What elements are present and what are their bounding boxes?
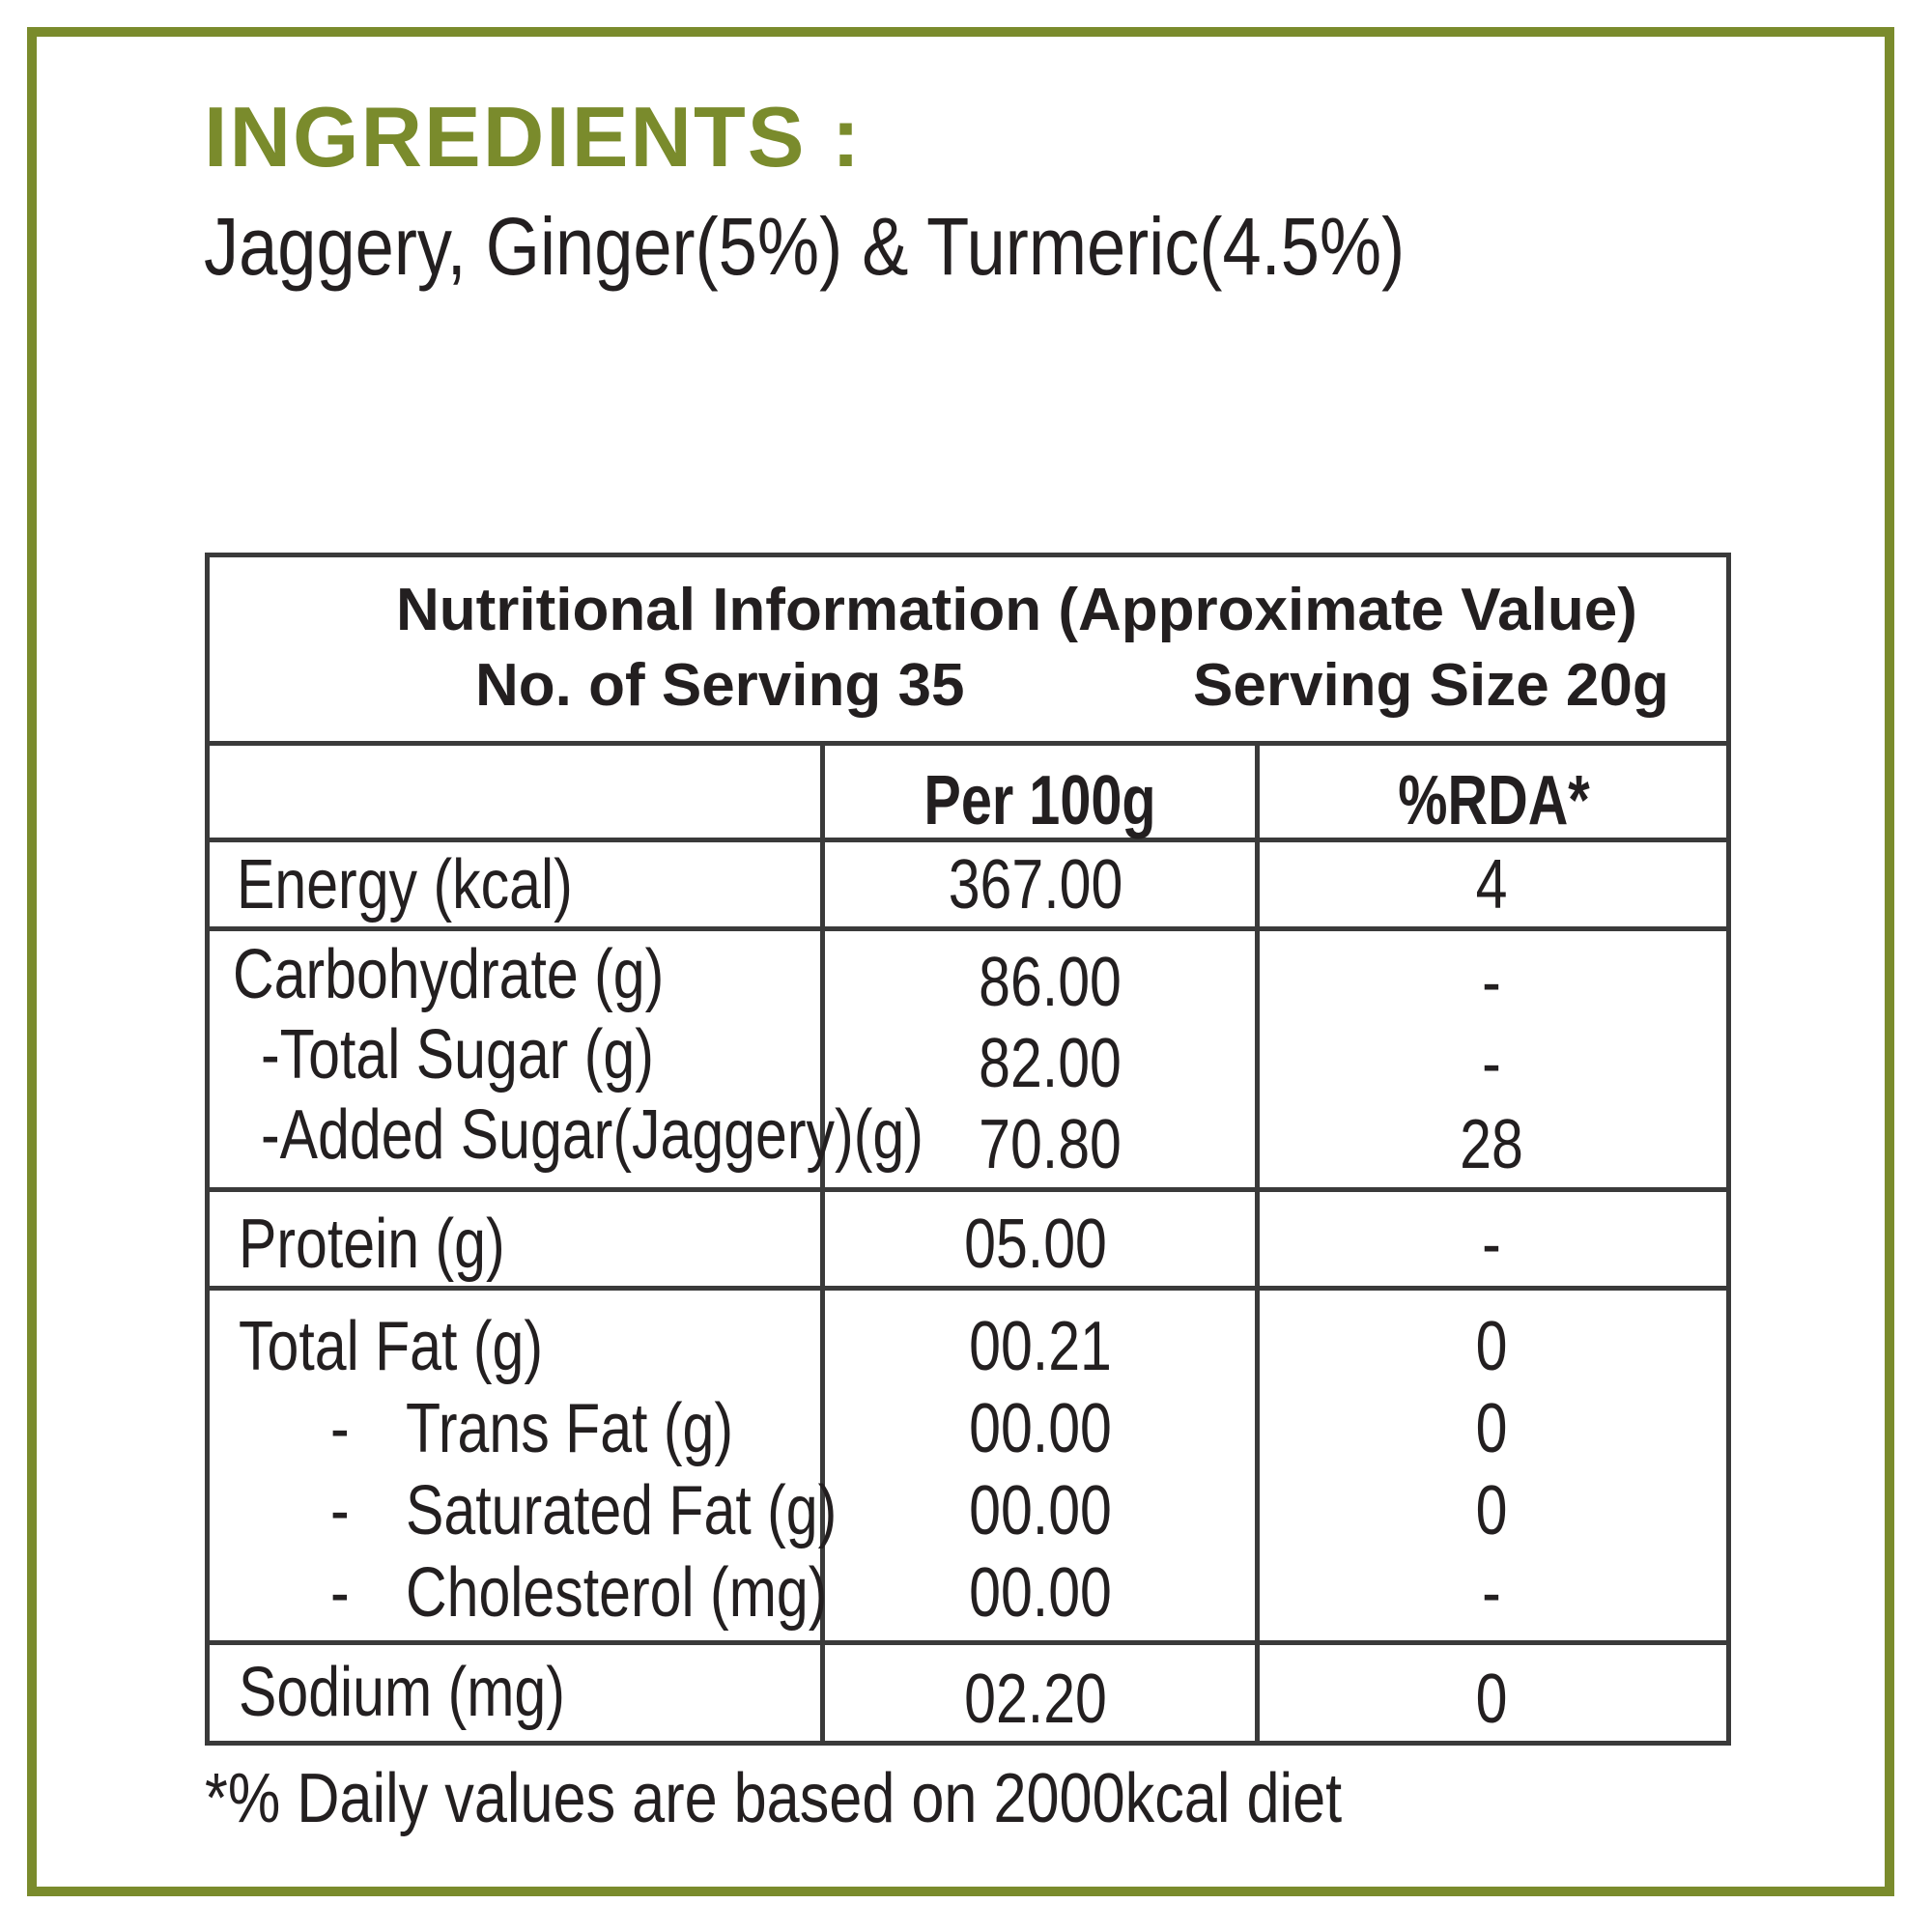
row-label-total-sugar: -Total Sugar (g) (261, 1016, 654, 1094)
rda-footnote: *% Daily values are based on 2000kcal di… (205, 1760, 1343, 1837)
row-value-sodium: 02.20 (964, 1661, 1107, 1738)
row-value-protein: 05.00 (964, 1206, 1107, 1283)
row-value-cholesterol: 00.00 (969, 1554, 1112, 1632)
rule-col1 (820, 741, 825, 1741)
row-label-sodium: Sodium (mg) (239, 1654, 565, 1731)
row-value-total-sugar: 82.00 (979, 1025, 1122, 1102)
row-rda-saturated-fat: 0 (1475, 1472, 1508, 1549)
row-value-saturated-fat: 00.00 (969, 1472, 1112, 1549)
nutrition-title: Nutritional Information (Approximate Val… (396, 577, 1637, 643)
row-label-total-fat: Total Fat (g) (239, 1308, 543, 1385)
ingredients-title: INGREDIENTS : (204, 89, 863, 185)
row-rda-total-sugar: - (1482, 1025, 1501, 1102)
row-rda-protein: - (1482, 1206, 1501, 1283)
row-value-carbohydrate: 86.00 (979, 944, 1122, 1021)
serving-size: Serving Size 20g (1193, 652, 1669, 719)
row-rda-added-sugar: 28 (1460, 1106, 1523, 1183)
row-label-carbohydrate: Carbohydrate (g) (233, 936, 665, 1013)
row-label-protein: Protein (g) (239, 1206, 505, 1283)
row-value-added-sugar: 70.80 (979, 1106, 1122, 1183)
row-bullet-saturated-fat: - (330, 1472, 350, 1549)
row-label-trans-fat: Trans Fat (g) (406, 1390, 733, 1467)
row-value-total-fat: 00.21 (969, 1308, 1112, 1385)
column-per-100g: Per 100g (923, 762, 1156, 839)
row-bullet-trans-fat: - (330, 1390, 350, 1467)
rule-carbs (210, 1187, 1726, 1192)
rule-header (210, 741, 1726, 746)
row-label-added-sugar: -Added Sugar(Jaggery)(g) (261, 1096, 923, 1174)
row-rda-carbohydrate: - (1482, 944, 1501, 1021)
nutrition-table: Nutritional Information (Approximate Val… (205, 553, 1731, 1746)
row-rda-sodium: 0 (1475, 1661, 1508, 1738)
row-label-energy: Energy (kcal) (237, 846, 573, 923)
row-label-saturated-fat: Saturated Fat (g) (406, 1472, 838, 1549)
row-rda-cholesterol: - (1482, 1554, 1501, 1632)
row-bullet-cholesterol: - (330, 1554, 350, 1632)
row-value-energy: 367.00 (948, 846, 1123, 923)
page-border (27, 27, 1894, 1896)
rule-energy (210, 926, 1726, 931)
column-rda: %RDA* (1398, 762, 1590, 839)
servings-count: No. of Serving 35 (475, 652, 965, 719)
row-rda-trans-fat: 0 (1475, 1390, 1508, 1467)
ingredients-list: Jaggery, Ginger(5%) & Turmeric(4.5%) (204, 201, 1406, 292)
rule-colheads (210, 838, 1726, 842)
row-label-cholesterol: Cholesterol (mg) (406, 1554, 828, 1632)
rule-fat (210, 1640, 1726, 1645)
rule-protein (210, 1286, 1726, 1291)
row-rda-total-fat: 0 (1475, 1308, 1508, 1385)
row-value-trans-fat: 00.00 (969, 1390, 1112, 1467)
rule-col2 (1255, 741, 1260, 1741)
row-rda-energy: 4 (1475, 846, 1508, 923)
